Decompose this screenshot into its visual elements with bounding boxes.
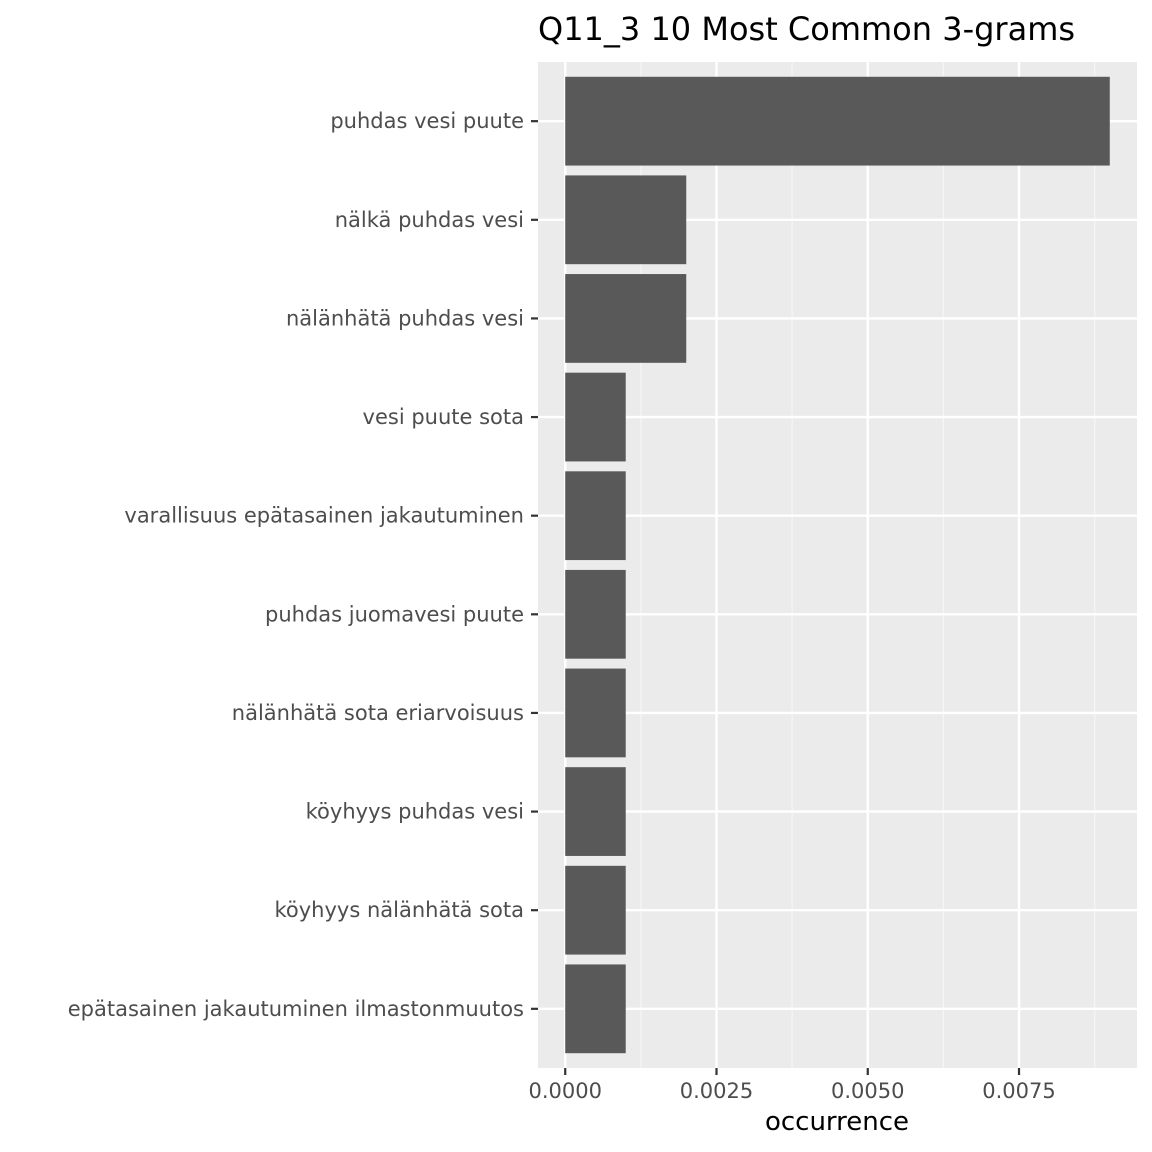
y-tick-label: epätasainen jakautuminen ilmastonmuutos (68, 997, 524, 1021)
y-axis: puhdas vesi puute nälkä puhdas vesi nälänh… (68, 109, 538, 1021)
chart-title: Q11_3 10 Most Common 3-grams (538, 10, 1075, 48)
bar-10 (565, 964, 626, 1054)
bar-7 (565, 668, 626, 758)
y-tick-label: köyhyys puhdas vesi (306, 800, 524, 824)
bar-8 (565, 767, 626, 856)
y-tick-label: köyhyys nälänhätä sota (274, 898, 524, 922)
bar-5 (565, 471, 626, 561)
y-tick-label: nälkä puhdas vesi (335, 208, 524, 232)
y-tick-label: puhdas vesi puute (330, 109, 524, 133)
bar-4 (565, 372, 626, 462)
x-tick-label: 0.0050 (831, 1079, 904, 1103)
y-tick-label: nälänhätä sota eriarvoisuus (232, 701, 524, 725)
x-tick-label: 0.0000 (528, 1079, 601, 1103)
x-axis-label: occurrence (765, 1107, 909, 1137)
bar-6 (565, 569, 626, 659)
bar-1 (565, 76, 1110, 166)
x-tick-label: 0.0075 (982, 1079, 1055, 1103)
bar-2 (565, 175, 687, 265)
bar-9 (565, 865, 626, 955)
y-tick-label: nälänhätä puhdas vesi (286, 306, 524, 330)
x-axis: 0.0000 0.0025 0.0050 0.0075 (528, 1068, 1056, 1103)
y-tick-label: puhdas juomavesi puute (265, 602, 524, 626)
bars (565, 76, 1110, 1054)
bar-3 (565, 274, 687, 363)
x-tick-label: 0.0025 (680, 1079, 753, 1103)
y-tick-label: varallisuus epätasainen jakautuminen (124, 504, 524, 528)
y-tick-label: vesi puute sota (363, 405, 524, 429)
